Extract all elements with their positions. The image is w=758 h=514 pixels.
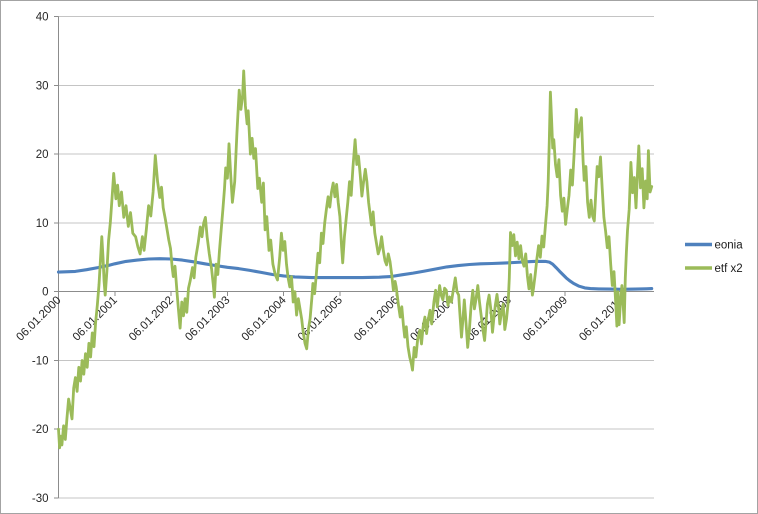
x-axis-labels: 06.01.2000 06.01.2001 06.01.2002 06.01.2003…: [14, 294, 626, 344]
y-tick-label: -20: [32, 424, 49, 436]
x-tick-label: 06.01.2004: [240, 294, 290, 344]
axes: [54, 16, 654, 499]
y-tick-label: 10: [36, 218, 49, 230]
series-line-eonia[interactable]: [56, 257, 654, 291]
gridlines: [58, 16, 654, 499]
x-tick-label: 06.01.2009: [521, 294, 570, 343]
legend-item-eonia[interactable]: eonia: [685, 240, 743, 252]
y-tick-label: 0: [42, 287, 48, 299]
y-tick-label: 40: [36, 12, 49, 24]
x-tick-label: 06.01.2003: [183, 294, 232, 343]
y-axis-labels: 40 30 20 10 0 -10 -20 -30: [32, 12, 49, 505]
y-tick-label: -30: [32, 493, 49, 505]
legend-label: eonia: [715, 240, 744, 252]
legend-label: etf x2: [715, 263, 743, 275]
legend-item-etf-x2[interactable]: etf x2: [685, 263, 743, 275]
x-tick-label: 06.01.2006: [352, 294, 401, 343]
y-tick-label: 30: [36, 80, 49, 92]
chart-legend: eonia etf x2: [685, 240, 743, 275]
x-tick-label: 06.01.2000: [14, 294, 63, 343]
series-line-etf-x2[interactable]: [57, 69, 654, 450]
y-tick-label: -10: [32, 355, 49, 367]
x-tick-label: 06.01.2002: [127, 294, 176, 343]
y-tick-label: 20: [36, 149, 49, 161]
